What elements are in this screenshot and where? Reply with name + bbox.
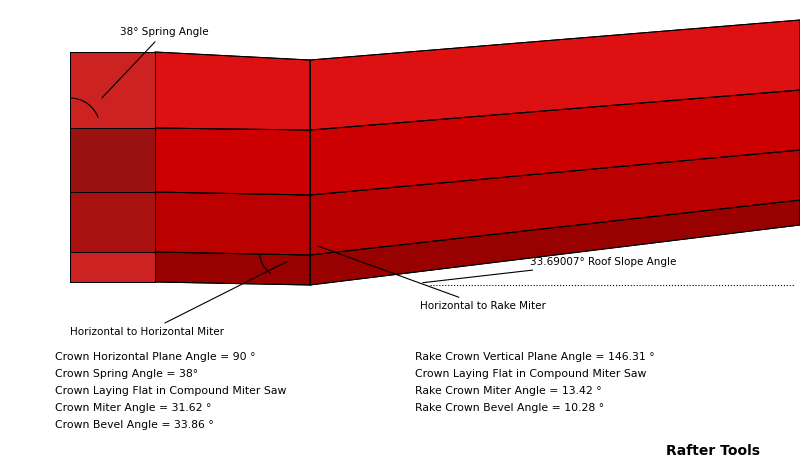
Text: Horizontal to Horizontal Miter: Horizontal to Horizontal Miter — [70, 261, 287, 337]
Polygon shape — [70, 52, 155, 128]
Text: Crown Laying Flat in Compound Miter Saw: Crown Laying Flat in Compound Miter Saw — [415, 369, 646, 379]
Text: Crown Spring Angle = 38°: Crown Spring Angle = 38° — [55, 369, 198, 379]
Polygon shape — [70, 128, 155, 192]
Text: Crown Bevel Angle = 33.86 °: Crown Bevel Angle = 33.86 ° — [55, 420, 214, 430]
Text: Rafter Tools: Rafter Tools — [666, 444, 760, 458]
Text: Rake Crown Bevel Angle = 10.28 °: Rake Crown Bevel Angle = 10.28 ° — [415, 403, 604, 413]
Text: 33.69007° Roof Slope Angle: 33.69007° Roof Slope Angle — [422, 257, 676, 283]
Polygon shape — [155, 192, 310, 255]
Text: Rake Crown Miter Angle = 13.42 °: Rake Crown Miter Angle = 13.42 ° — [415, 386, 602, 396]
Polygon shape — [70, 252, 155, 282]
Text: Crown Laying Flat in Compound Miter Saw: Crown Laying Flat in Compound Miter Saw — [55, 386, 286, 396]
Polygon shape — [155, 52, 310, 130]
Text: Rake Crown Vertical Plane Angle = 146.31 °: Rake Crown Vertical Plane Angle = 146.31… — [415, 352, 654, 362]
Text: 38° Spring Angle: 38° Spring Angle — [102, 27, 209, 98]
Text: Crown Horizontal Plane Angle = 90 °: Crown Horizontal Plane Angle = 90 ° — [55, 352, 255, 362]
Polygon shape — [70, 192, 155, 252]
Polygon shape — [310, 150, 800, 255]
Polygon shape — [70, 52, 155, 282]
Polygon shape — [155, 128, 310, 195]
Polygon shape — [310, 90, 800, 195]
Text: Crown Miter Angle = 31.62 °: Crown Miter Angle = 31.62 ° — [55, 403, 211, 413]
Polygon shape — [70, 52, 155, 282]
Polygon shape — [310, 200, 800, 285]
Text: Horizontal to Rake Miter: Horizontal to Rake Miter — [318, 246, 546, 311]
Polygon shape — [310, 20, 800, 130]
Polygon shape — [155, 252, 310, 285]
